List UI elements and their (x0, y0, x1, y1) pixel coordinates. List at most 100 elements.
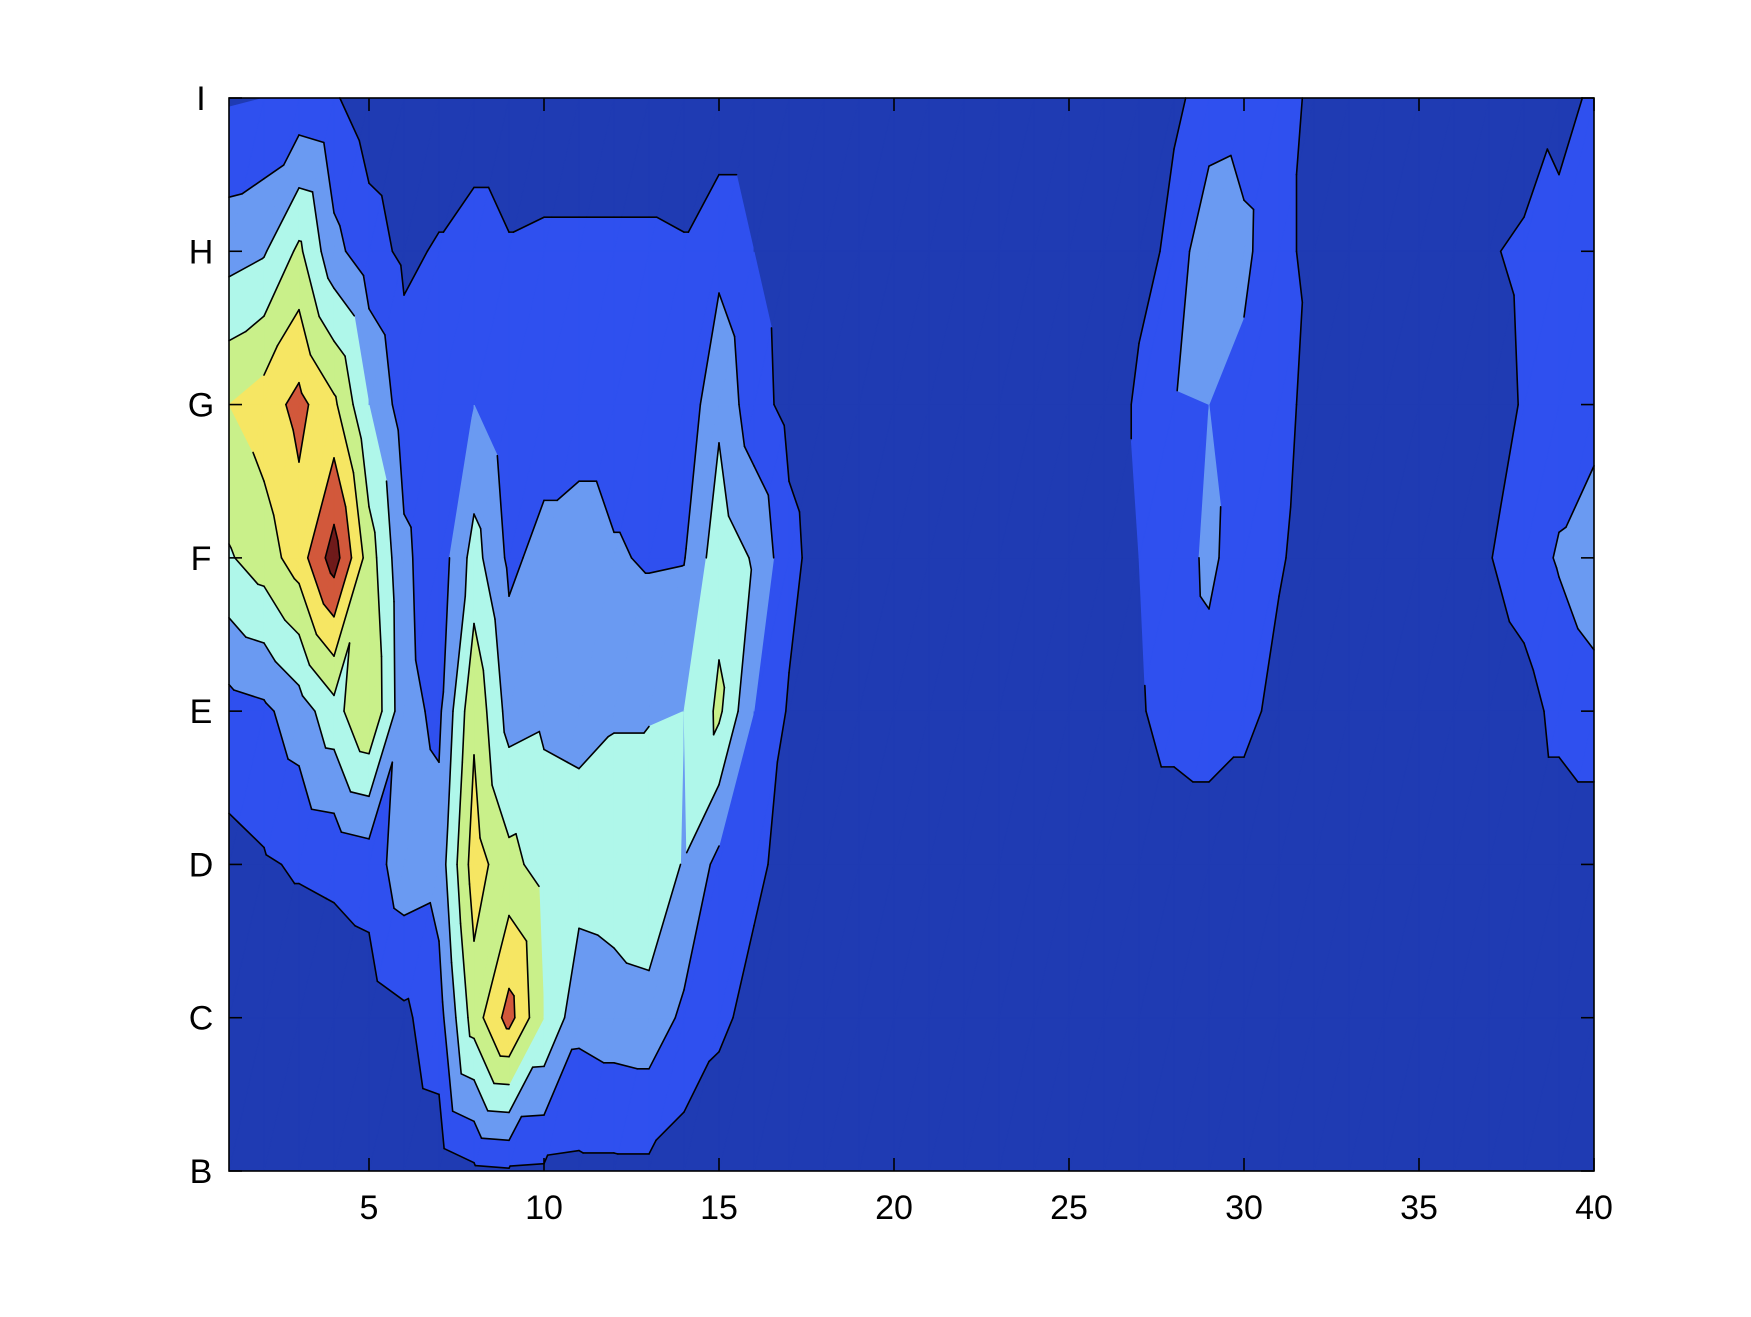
contour-line (339, 97, 361, 142)
contour-line (368, 710, 396, 798)
contour-fills (228, 97, 1595, 1172)
x-tick-label: 35 (1400, 1189, 1438, 1227)
contour-line (333, 393, 337, 398)
contour-line (709, 845, 720, 866)
contour-line (298, 765, 313, 811)
contour-line (1173, 97, 1187, 150)
contour-line (438, 710, 443, 764)
contour-line (282, 134, 300, 166)
contour-line (727, 515, 750, 559)
contour-line (322, 603, 335, 618)
contour-line (1491, 557, 1511, 623)
contour-line (424, 710, 432, 751)
contour-line (298, 381, 303, 394)
contour-line (486, 1109, 510, 1114)
contour-line (443, 1016, 454, 1112)
contour-line (718, 659, 726, 689)
contour-line (298, 403, 310, 463)
contour-line (228, 683, 235, 691)
x-tick-label: 40 (1575, 1189, 1613, 1227)
contour-line (1218, 505, 1222, 559)
contour-line (1188, 165, 1210, 253)
contour-line (613, 1152, 619, 1155)
contour-line (301, 695, 316, 712)
contour-line (344, 355, 354, 406)
contour-line (335, 395, 338, 406)
contour-line (284, 619, 300, 636)
contour-line (450, 961, 457, 1019)
contour-line (463, 622, 475, 712)
contour-line (429, 748, 440, 764)
contour-line (285, 381, 300, 406)
contour-line (500, 1016, 508, 1030)
contour-line (287, 758, 300, 767)
contour-line (468, 883, 475, 942)
contour-band (648, 710, 685, 865)
contour-line (1499, 216, 1525, 253)
contour-line (508, 832, 517, 839)
contour-line (467, 863, 471, 885)
contour-line (1295, 97, 1304, 176)
contour-line (272, 514, 283, 559)
contour-line (788, 480, 801, 513)
contour-line (685, 403, 702, 550)
contour-line (1243, 199, 1255, 211)
contour-line (578, 735, 609, 770)
contour-line (410, 526, 414, 559)
contour-line (1532, 669, 1545, 712)
y-tick-label: F (191, 540, 212, 578)
contour-line (563, 927, 580, 1019)
contour-line (1260, 595, 1280, 712)
contour-line (333, 748, 352, 793)
contour-line (1285, 505, 1292, 559)
contour-line (508, 730, 541, 749)
contour-line (499, 1055, 510, 1058)
contour-line (336, 403, 355, 474)
contour-line (292, 239, 300, 253)
contour-line (699, 292, 720, 406)
contour-line (298, 134, 325, 144)
contour-line (503, 557, 508, 569)
contour-line (301, 250, 320, 318)
contour-line (496, 454, 506, 559)
contour-line (1523, 148, 1549, 219)
contour-line (333, 340, 346, 357)
contour-line (482, 914, 510, 1019)
contour-line (455, 1016, 462, 1075)
contour-line (452, 595, 467, 712)
contour-band (613, 1153, 650, 1172)
contour-line (438, 1093, 445, 1150)
contour-line (718, 292, 736, 338)
contour-line (1173, 766, 1194, 783)
contour-line (474, 1164, 510, 1170)
contour-line (228, 617, 247, 638)
contour-line (708, 1050, 720, 1063)
contour-line (674, 989, 685, 1019)
contour-line (244, 315, 265, 333)
contour-line (456, 863, 462, 925)
y-tick-label: B (190, 1153, 213, 1191)
contour-line (265, 187, 300, 253)
contour-line (293, 577, 300, 585)
contour-line (324, 747, 335, 751)
contour-line (451, 1110, 475, 1123)
contour-line (1295, 250, 1304, 304)
contour-line (228, 812, 240, 824)
contour-line (1159, 148, 1175, 253)
contour-line (358, 139, 370, 184)
contour-line (368, 307, 386, 336)
contour-line (737, 568, 753, 712)
contour-line (438, 940, 444, 1003)
contour-line (473, 1079, 489, 1112)
contour-line (344, 505, 353, 559)
contour-line (1546, 148, 1560, 176)
x-tick-label: 15 (700, 1189, 738, 1227)
contour-line (456, 761, 464, 866)
contour-line (481, 557, 496, 620)
contour-line (607, 732, 615, 738)
contour-line (343, 710, 361, 753)
y-tick-label: G (188, 387, 214, 425)
contour-line (323, 141, 335, 214)
contour-line (384, 334, 394, 406)
